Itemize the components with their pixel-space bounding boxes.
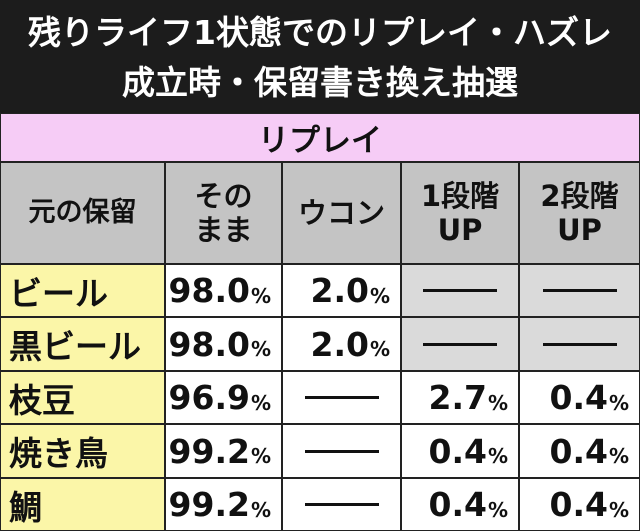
col-header-up1-line2: UP <box>437 213 483 247</box>
row-label-text: 焼き鳥 <box>9 434 108 473</box>
percent-unit: % <box>608 390 629 415</box>
percent-value: 0.4 <box>549 378 608 417</box>
not-applicable-cell <box>401 264 519 317</box>
percent-cell: 0.4% <box>519 478 640 531</box>
percent-unit: % <box>250 497 271 522</box>
percent-cell: 2.0% <box>282 264 401 317</box>
title-banner: 残りライフ1状態でのリプレイ・ハズレ 成立時・保留書き換え抽選 <box>0 0 640 113</box>
title-line-2: 成立時・保留書き換え抽選 <box>122 63 518 102</box>
row-label-text: 鯛 <box>9 487 42 527</box>
percent-unit: % <box>250 390 271 415</box>
percent-unit: % <box>608 444 629 468</box>
percent-value: 0.4 <box>549 485 608 524</box>
col-header-original: 元の保留 <box>0 162 165 264</box>
row-label: 黒ビール <box>0 317 165 371</box>
dash-mark <box>423 289 497 292</box>
percent-cell: 99.2% <box>165 424 282 478</box>
row-label-text: ビール <box>9 273 108 313</box>
col-header-up2-line1: 2段階 <box>540 179 619 213</box>
dash-mark <box>304 503 379 506</box>
row-label: 枝豆 <box>0 371 165 424</box>
dash-mark <box>304 449 379 453</box>
col-header-keep-line1: その <box>194 179 253 213</box>
col-header-up1-line1: 1段階 <box>420 179 500 213</box>
not-applicable-cell <box>519 317 640 371</box>
percent-value: 0.4 <box>428 485 487 524</box>
percent-unit: % <box>487 497 508 522</box>
percent-value: 2.0 <box>310 271 369 310</box>
col-header-ukon: ウコン <box>282 162 401 264</box>
percent-value: 99.2 <box>168 431 250 471</box>
col-header-ukon-label: ウコン <box>297 196 385 230</box>
row-label: 焼き鳥 <box>0 424 165 478</box>
percent-cell: 98.0% <box>165 264 282 317</box>
percent-cell: 0.4% <box>519 424 640 478</box>
percent-cell: 0.4% <box>519 371 640 424</box>
percent-value: 2.0 <box>310 324 369 364</box>
percent-value: 99.2 <box>168 485 250 524</box>
percent-value: 96.9 <box>168 378 250 417</box>
percent-cell: 0.4% <box>401 478 519 531</box>
col-header-keep-line2: まま <box>194 213 253 247</box>
percent-unit: % <box>369 283 390 308</box>
percent-unit: % <box>369 337 390 361</box>
percent-unit: % <box>487 444 508 468</box>
dash-mark <box>304 396 379 399</box>
not-applicable-cell <box>401 317 519 371</box>
not-applicable-cell <box>282 424 401 478</box>
not-applicable-cell <box>282 478 401 531</box>
percent-value: 98.0 <box>168 271 250 310</box>
rewrite-table: リプレイ 元の保留 その まま ウコン 1段階 UP 2段階 UP ビール 98.… <box>0 113 640 531</box>
percent-unit: % <box>250 283 271 308</box>
percent-value: 0.4 <box>428 431 487 471</box>
percent-cell: 96.9% <box>165 371 282 424</box>
percent-unit: % <box>250 444 271 468</box>
not-applicable-cell <box>519 264 640 317</box>
col-header-keep: その まま <box>165 162 282 264</box>
col-header-up1: 1段階 UP <box>401 162 519 264</box>
percent-value: 0.4 <box>549 431 608 471</box>
not-applicable-cell <box>282 371 401 424</box>
dash-mark <box>542 289 617 292</box>
percent-unit: % <box>608 497 629 522</box>
percent-cell: 99.2% <box>165 478 282 531</box>
col-header-up2: 2段階 UP <box>519 162 640 264</box>
percent-cell: 98.0% <box>165 317 282 371</box>
percent-cell: 2.7% <box>401 371 519 424</box>
title-line-1: 残りライフ1状態でのリプレイ・ハズレ <box>28 13 612 52</box>
row-label-text: 黒ビール <box>9 327 141 366</box>
row-label: 鯛 <box>0 478 165 531</box>
dash-mark <box>542 342 617 346</box>
percent-value: 98.0 <box>168 324 250 364</box>
percent-unit: % <box>487 390 508 415</box>
percent-cell: 2.0% <box>282 317 401 371</box>
percent-unit: % <box>250 337 271 361</box>
col-header-up2-line2: UP <box>557 213 602 247</box>
percent-value: 2.7 <box>428 378 487 417</box>
dash-mark <box>423 342 497 346</box>
section-header-replay: リプレイ <box>0 113 640 162</box>
row-label-text: 枝豆 <box>9 380 75 420</box>
col-header-original-label: 元の保留 <box>28 197 137 228</box>
row-label: ビール <box>0 264 165 317</box>
percent-cell: 0.4% <box>401 424 519 478</box>
